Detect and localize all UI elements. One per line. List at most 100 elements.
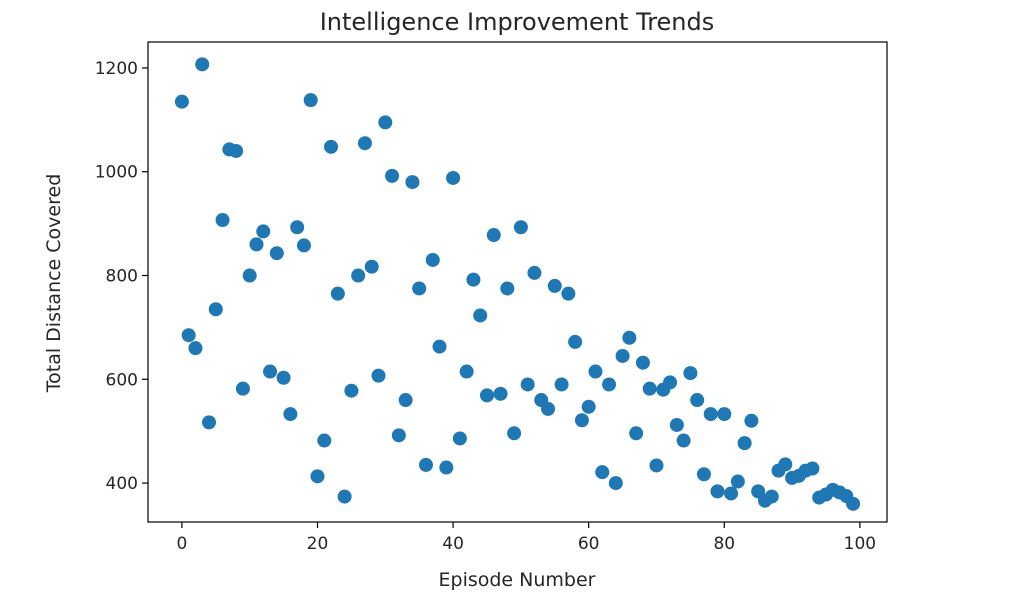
scatter-point [554,377,569,392]
y-tick-label: 1200 [95,59,138,79]
scatter-point [649,458,664,473]
scatter-point [242,268,257,283]
scatter-point [635,355,650,370]
scatter-point [459,364,474,379]
scatter-point [235,381,250,396]
scatter-point [432,339,447,354]
scatter-point [595,465,610,480]
data-points [174,57,861,511]
scatter-point [303,93,318,108]
scatter-point [249,237,264,252]
scatter-point [439,460,454,475]
x-tick-label: 80 [713,534,735,554]
x-axis-label: Episode Number [439,569,596,591]
scatter-point [269,246,284,261]
scatter-point [602,377,617,392]
scatter-point [764,489,779,504]
scatter-point [547,278,562,293]
scatter-point [744,413,759,428]
scatter-point [263,364,278,379]
scatter-point [371,368,386,383]
y-tick-label: 800 [106,267,138,287]
scatter-point [676,433,691,448]
scatter-point [629,426,644,441]
plot-area-frame [147,41,888,523]
scatter-point [351,268,366,283]
scatter-point [703,407,718,422]
scatter-point [683,366,698,381]
y-tick-label: 400 [106,474,138,494]
scatter-point [642,381,657,396]
scatter-point [412,281,427,296]
scatter-point [717,407,732,422]
y-tick-label: 1000 [95,163,138,183]
scatter-point [737,436,752,451]
scatter-point [174,94,189,109]
scatter-point [398,393,413,408]
scatter-point [418,457,433,472]
scatter-point [493,386,508,401]
scatter-point [188,341,203,356]
scatter-point [561,286,576,301]
x-axis: 0 20 40 60 80 100 [176,522,876,554]
scatter-point [507,426,522,441]
scatter-point [730,474,745,489]
scatter-point [541,401,556,416]
y-axis: 400 600 800 1000 1200 [95,59,148,494]
scatter-point [317,433,332,448]
scatter-point [588,364,603,379]
scatter-point [364,259,379,274]
scatter-point [527,265,542,280]
scatter-point [425,252,440,267]
scatter-point [486,228,501,243]
scatter-point [513,220,528,235]
x-tick-label: 20 [307,534,329,554]
scatter-point [181,328,196,343]
scatter-point [324,139,339,154]
scatter-point [357,136,372,151]
scatter-point [663,375,678,390]
scatter-point [310,469,325,484]
scatter-point [846,496,861,511]
scatter-point [568,334,583,349]
scatter-point [215,212,230,227]
scatter-point [452,431,467,446]
scatter-point [337,489,352,504]
scatter-point [330,286,345,301]
scatter-point [724,486,739,501]
scatter-point [290,220,305,235]
scatter-point [256,224,271,239]
scatter-point [208,302,223,317]
scatter-point [195,57,210,72]
scatter-point [669,417,684,432]
scatter-point [778,457,793,472]
scatter-point [581,399,596,414]
y-tick-label: 600 [106,370,138,390]
scatter-point [473,308,488,323]
scatter-point [202,415,217,430]
scatter-point [378,115,393,130]
scatter-point [500,281,515,296]
scatter-point [690,393,705,408]
scatter-point [805,461,820,476]
scatter-point [520,377,535,392]
x-tick-label: 40 [442,534,464,554]
scatter-point [574,413,589,428]
scatter-point [615,348,630,363]
scatter-point [344,383,359,398]
scatter-point [608,476,623,491]
scatter-point [391,428,406,443]
scatter-point [696,467,711,482]
scatter-point [296,238,311,253]
scatter-point [276,370,291,385]
x-tick-label: 0 [176,534,187,554]
scatter-point [466,272,481,287]
scatter-point [710,484,725,499]
x-tick-label: 100 [844,534,876,554]
chart-title: Intelligence Improvement Trends [320,8,715,36]
scatter-point [479,388,494,403]
scatter-point [446,170,461,185]
y-axis-label: Total Distance Covered [43,174,65,394]
